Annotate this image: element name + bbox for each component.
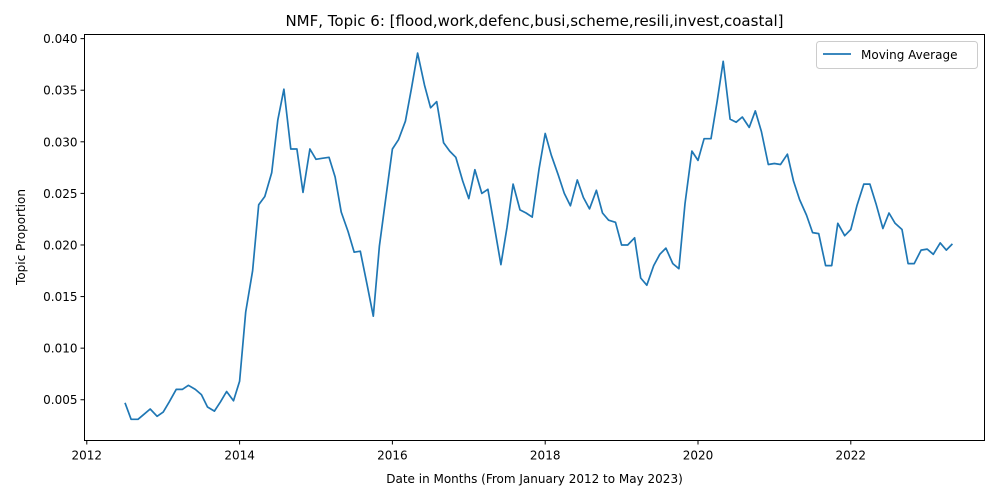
x-axis-ticks: 2012 2014 2016 2018 2020 2022 bbox=[72, 440, 867, 463]
series-line-moving-average bbox=[124, 52, 954, 421]
y-tick-label: 0.035 bbox=[43, 84, 77, 98]
x-tick-label: 2018 bbox=[530, 449, 561, 463]
y-tick-label: 0.020 bbox=[43, 238, 77, 252]
y-axis-ticks: 0.005 0.010 0.015 0.020 0.025 0.030 0.035 0.040 bbox=[43, 32, 85, 407]
y-tick-label: 0.015 bbox=[43, 290, 77, 304]
x-tick-label: 2016 bbox=[377, 449, 408, 463]
y-axis-label: Topic Proportion bbox=[14, 189, 28, 286]
legend-box bbox=[816, 41, 978, 69]
y-tick-label: 0.005 bbox=[43, 393, 77, 407]
y-tick-label: 0.030 bbox=[43, 135, 77, 149]
x-tick-label: 2020 bbox=[683, 449, 714, 463]
plot-area-frame bbox=[84, 34, 985, 441]
x-tick-label: 2022 bbox=[836, 449, 867, 463]
y-tick-label: 0.025 bbox=[43, 187, 77, 201]
legend-label: Moving Average bbox=[861, 48, 957, 62]
chart-title: NMF, Topic 6: [flood,work,defenc,busi,sc… bbox=[285, 12, 783, 30]
x-axis-label: Date in Months (From January 2012 to May… bbox=[386, 472, 683, 486]
legend: Moving Average bbox=[816, 41, 978, 69]
y-tick-label: 0.010 bbox=[43, 342, 77, 356]
x-tick-label: 2012 bbox=[72, 449, 103, 463]
x-tick-label: 2014 bbox=[224, 449, 255, 463]
y-tick-label: 0.040 bbox=[43, 32, 77, 46]
